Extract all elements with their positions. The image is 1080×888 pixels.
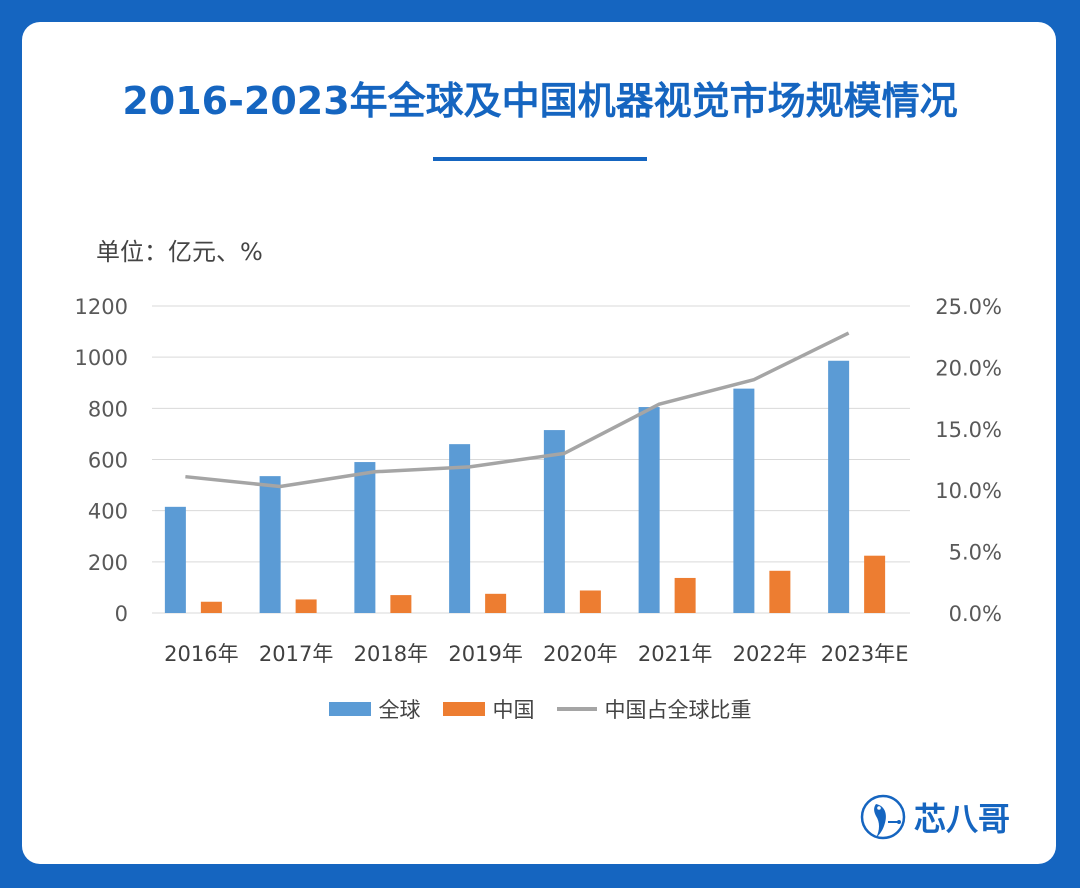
title-underline xyxy=(433,157,647,161)
y2-tick-label: 15.0% xyxy=(935,418,1002,442)
brand-logo: 芯八哥 xyxy=(858,792,1010,842)
bar-china xyxy=(485,593,507,613)
legend: 全球 中国 中国占全球比重 xyxy=(0,694,1080,724)
bar-global xyxy=(543,430,565,613)
y2-tick-label: 0.0% xyxy=(949,602,1002,626)
y-tick-label: 1200 xyxy=(75,295,128,319)
x-tick-label: 2016年 xyxy=(164,642,238,666)
bar-china xyxy=(864,555,886,613)
bar-global xyxy=(164,506,186,613)
x-tick-label: 2020年 xyxy=(543,642,617,666)
bar-global xyxy=(259,476,281,613)
legend-swatch-ratio xyxy=(556,707,597,711)
y-tick-label: 200 xyxy=(88,551,128,575)
ratio-line xyxy=(185,331,850,489)
bar-china xyxy=(769,570,791,613)
bar-china xyxy=(200,601,222,613)
y-tick-label: 1000 xyxy=(75,346,128,370)
y-tick-label: 0 xyxy=(115,602,128,626)
bird-logo-icon xyxy=(860,794,906,840)
legend-label-china: 中国 xyxy=(492,698,535,722)
bar-global xyxy=(638,407,660,613)
x-tick-label: 2023年E xyxy=(821,642,909,666)
x-tick-label: 2017年 xyxy=(259,642,333,666)
x-tick-label: 2018年 xyxy=(354,642,428,666)
y-tick-label: 400 xyxy=(88,500,128,524)
bar-global xyxy=(733,388,755,613)
bar-china xyxy=(674,577,696,613)
x-tick-label: 2021年 xyxy=(638,642,712,666)
y2-tick-label: 5.0% xyxy=(949,541,1002,565)
y-tick-label: 600 xyxy=(88,449,128,473)
x-tick-label: 2022年 xyxy=(733,642,807,666)
legend-label-ratio: 中国占全球比重 xyxy=(604,698,752,722)
y-tick-label: 800 xyxy=(88,397,128,421)
unit-label: 单位：亿元、% xyxy=(96,238,263,266)
bar-china xyxy=(390,595,412,613)
y2-tick-label: 10.0% xyxy=(935,479,1002,503)
x-tick-label: 2019年 xyxy=(448,642,522,666)
y2-tick-label: 25.0% xyxy=(935,295,1002,319)
bar-global xyxy=(828,360,850,613)
bar-china xyxy=(295,599,317,613)
bar-global xyxy=(354,462,376,613)
chart-card xyxy=(22,22,1056,864)
legend-swatch-global xyxy=(328,702,371,716)
y2-tick-label: 20.0% xyxy=(935,356,1002,380)
bar-china xyxy=(579,590,601,613)
axis-labels: 0 200 400 600 800 1000 1200 0.0% 5.0% 10.0% 15.0% 2… xyxy=(75,295,1002,666)
ratio-series-line xyxy=(185,331,850,489)
legend-item-china: 中国 xyxy=(442,694,535,724)
legend-item-ratio: 中国占全球比重 xyxy=(556,694,752,724)
brand-logo-text: 芯八哥 xyxy=(914,800,1011,838)
legend-label-global: 全球 xyxy=(378,698,421,722)
bar-global xyxy=(449,444,471,613)
legend-swatch-china xyxy=(442,702,485,716)
chart-title: 2016-2023年全球及中国机器视觉市场规模情况 xyxy=(122,79,958,123)
bars xyxy=(164,360,886,613)
legend-item-global: 全球 xyxy=(328,694,421,724)
